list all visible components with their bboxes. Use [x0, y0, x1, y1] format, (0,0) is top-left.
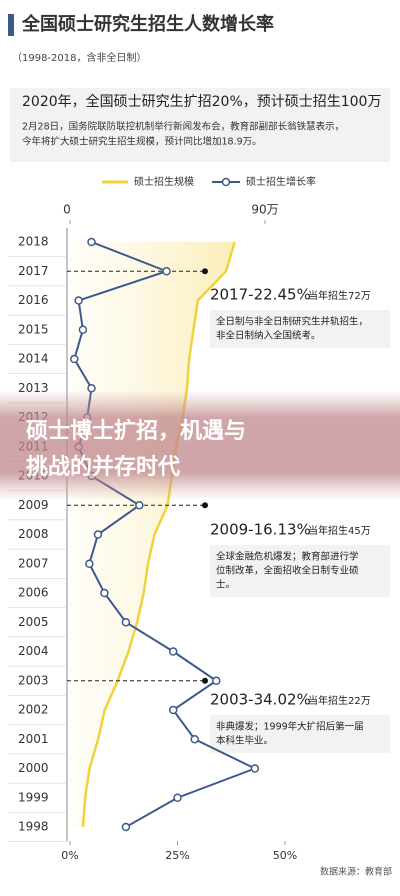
headline: 2020年，全国硕士研究生扩招20%，预计硕士招生100万 [22, 93, 381, 110]
annotation-box [210, 545, 390, 597]
guide-dot [202, 677, 208, 684]
point [93, 530, 103, 539]
point [173, 793, 182, 802]
point [121, 822, 131, 832]
title: 全国硕士研究生招生人数增长率 [21, 13, 274, 35]
y-tick-label: 2008 [18, 527, 49, 541]
y-tick-label: 2000 [18, 761, 49, 775]
guide-dot [202, 268, 208, 275]
y-tick-label: 2015 [18, 322, 49, 336]
x-tick-label: 0% [61, 849, 78, 862]
y-tick-label: 2003 [18, 673, 49, 687]
annotation-box [210, 310, 390, 348]
y-tick-label: 2009 [18, 498, 49, 512]
point [74, 296, 83, 305]
point [250, 764, 260, 773]
legend-label: 硕士招生规模 [134, 175, 194, 188]
annotation-box [210, 715, 390, 753]
headline-text: 今年将扩大硕士研究生招生规模，预计同比增加18.9万。 [22, 136, 262, 148]
point [87, 237, 96, 247]
point [70, 354, 79, 364]
headline-text: 2月28日，国务院联防联控机制举行新闻发布会，教育部副部长翁铁慧表示， [22, 121, 344, 133]
y-tick-label: 2018 [18, 235, 49, 249]
point [162, 267, 171, 276]
annotation-extra: 当年招生72万 [308, 289, 371, 302]
annotation-extra: 当年招生22万 [308, 694, 371, 707]
y-tick-label: 2016 [18, 293, 49, 307]
annotation-text: 位制改革，全面招收全日制专业硕 [216, 565, 359, 577]
point [168, 647, 178, 656]
annotation-text: 非典爆发；1999年大扩招后第一届 [216, 721, 364, 733]
overlay-band [0, 390, 400, 500]
point [135, 501, 144, 510]
title-marker [8, 14, 14, 36]
point [121, 618, 131, 627]
overlay-text: 挑战的并存时代 [26, 454, 180, 480]
y-tick-label: 2017 [18, 264, 49, 278]
y-tick-label: 2002 [18, 703, 49, 717]
point [212, 676, 221, 685]
y-tick-label: 2006 [18, 586, 49, 600]
y-tick-label: 2004 [18, 644, 49, 658]
point [168, 705, 178, 715]
point [85, 559, 94, 568]
subtitle: （1998-2018，含非全日制） [12, 51, 147, 64]
headline-box [10, 88, 390, 162]
annotation-extra: 当年招生45万 [308, 524, 371, 537]
annotation-text: 本科生毕业。 [216, 735, 273, 747]
overlay-text: 硕士博士扩招，机遇与 [26, 418, 246, 444]
x2-tick-label: 0 [63, 203, 71, 217]
annotation-label: 2003-34.02% [210, 691, 311, 709]
point [100, 588, 109, 598]
point [190, 735, 199, 744]
annotation-text: 全日制与非全日制研究生并轨招生， [216, 316, 368, 328]
y-tick-label: 2001 [18, 732, 49, 746]
annotation-text: 非全日制纳入全国统考。 [216, 330, 321, 342]
area-edge [81, 241, 236, 828]
legend-swatch [221, 177, 231, 187]
annotation-text: 全球金融危机爆发；教育部进行学 [216, 551, 359, 563]
x-tick-label: 25% [165, 849, 189, 862]
x-tick-label: 50% [273, 849, 297, 862]
y-tick-label: 1998 [18, 820, 49, 834]
y-tick-label: 1999 [18, 790, 49, 804]
legend-label: 硕士招生增长率 [246, 175, 316, 188]
annotation-label: 2017-22.45% [210, 286, 311, 304]
annotation-label: 2009-16.13% [210, 521, 311, 539]
y-tick-label: 2005 [18, 615, 49, 629]
x2-tick-label: 90万 [251, 203, 278, 217]
y-tick-label: 2007 [18, 556, 49, 570]
annotation-text: 士。 [216, 579, 235, 591]
guide-dot [202, 502, 208, 509]
y-tick-label: 2014 [18, 352, 49, 366]
point [78, 325, 88, 334]
source: 数据来源：教育部 [320, 866, 392, 878]
